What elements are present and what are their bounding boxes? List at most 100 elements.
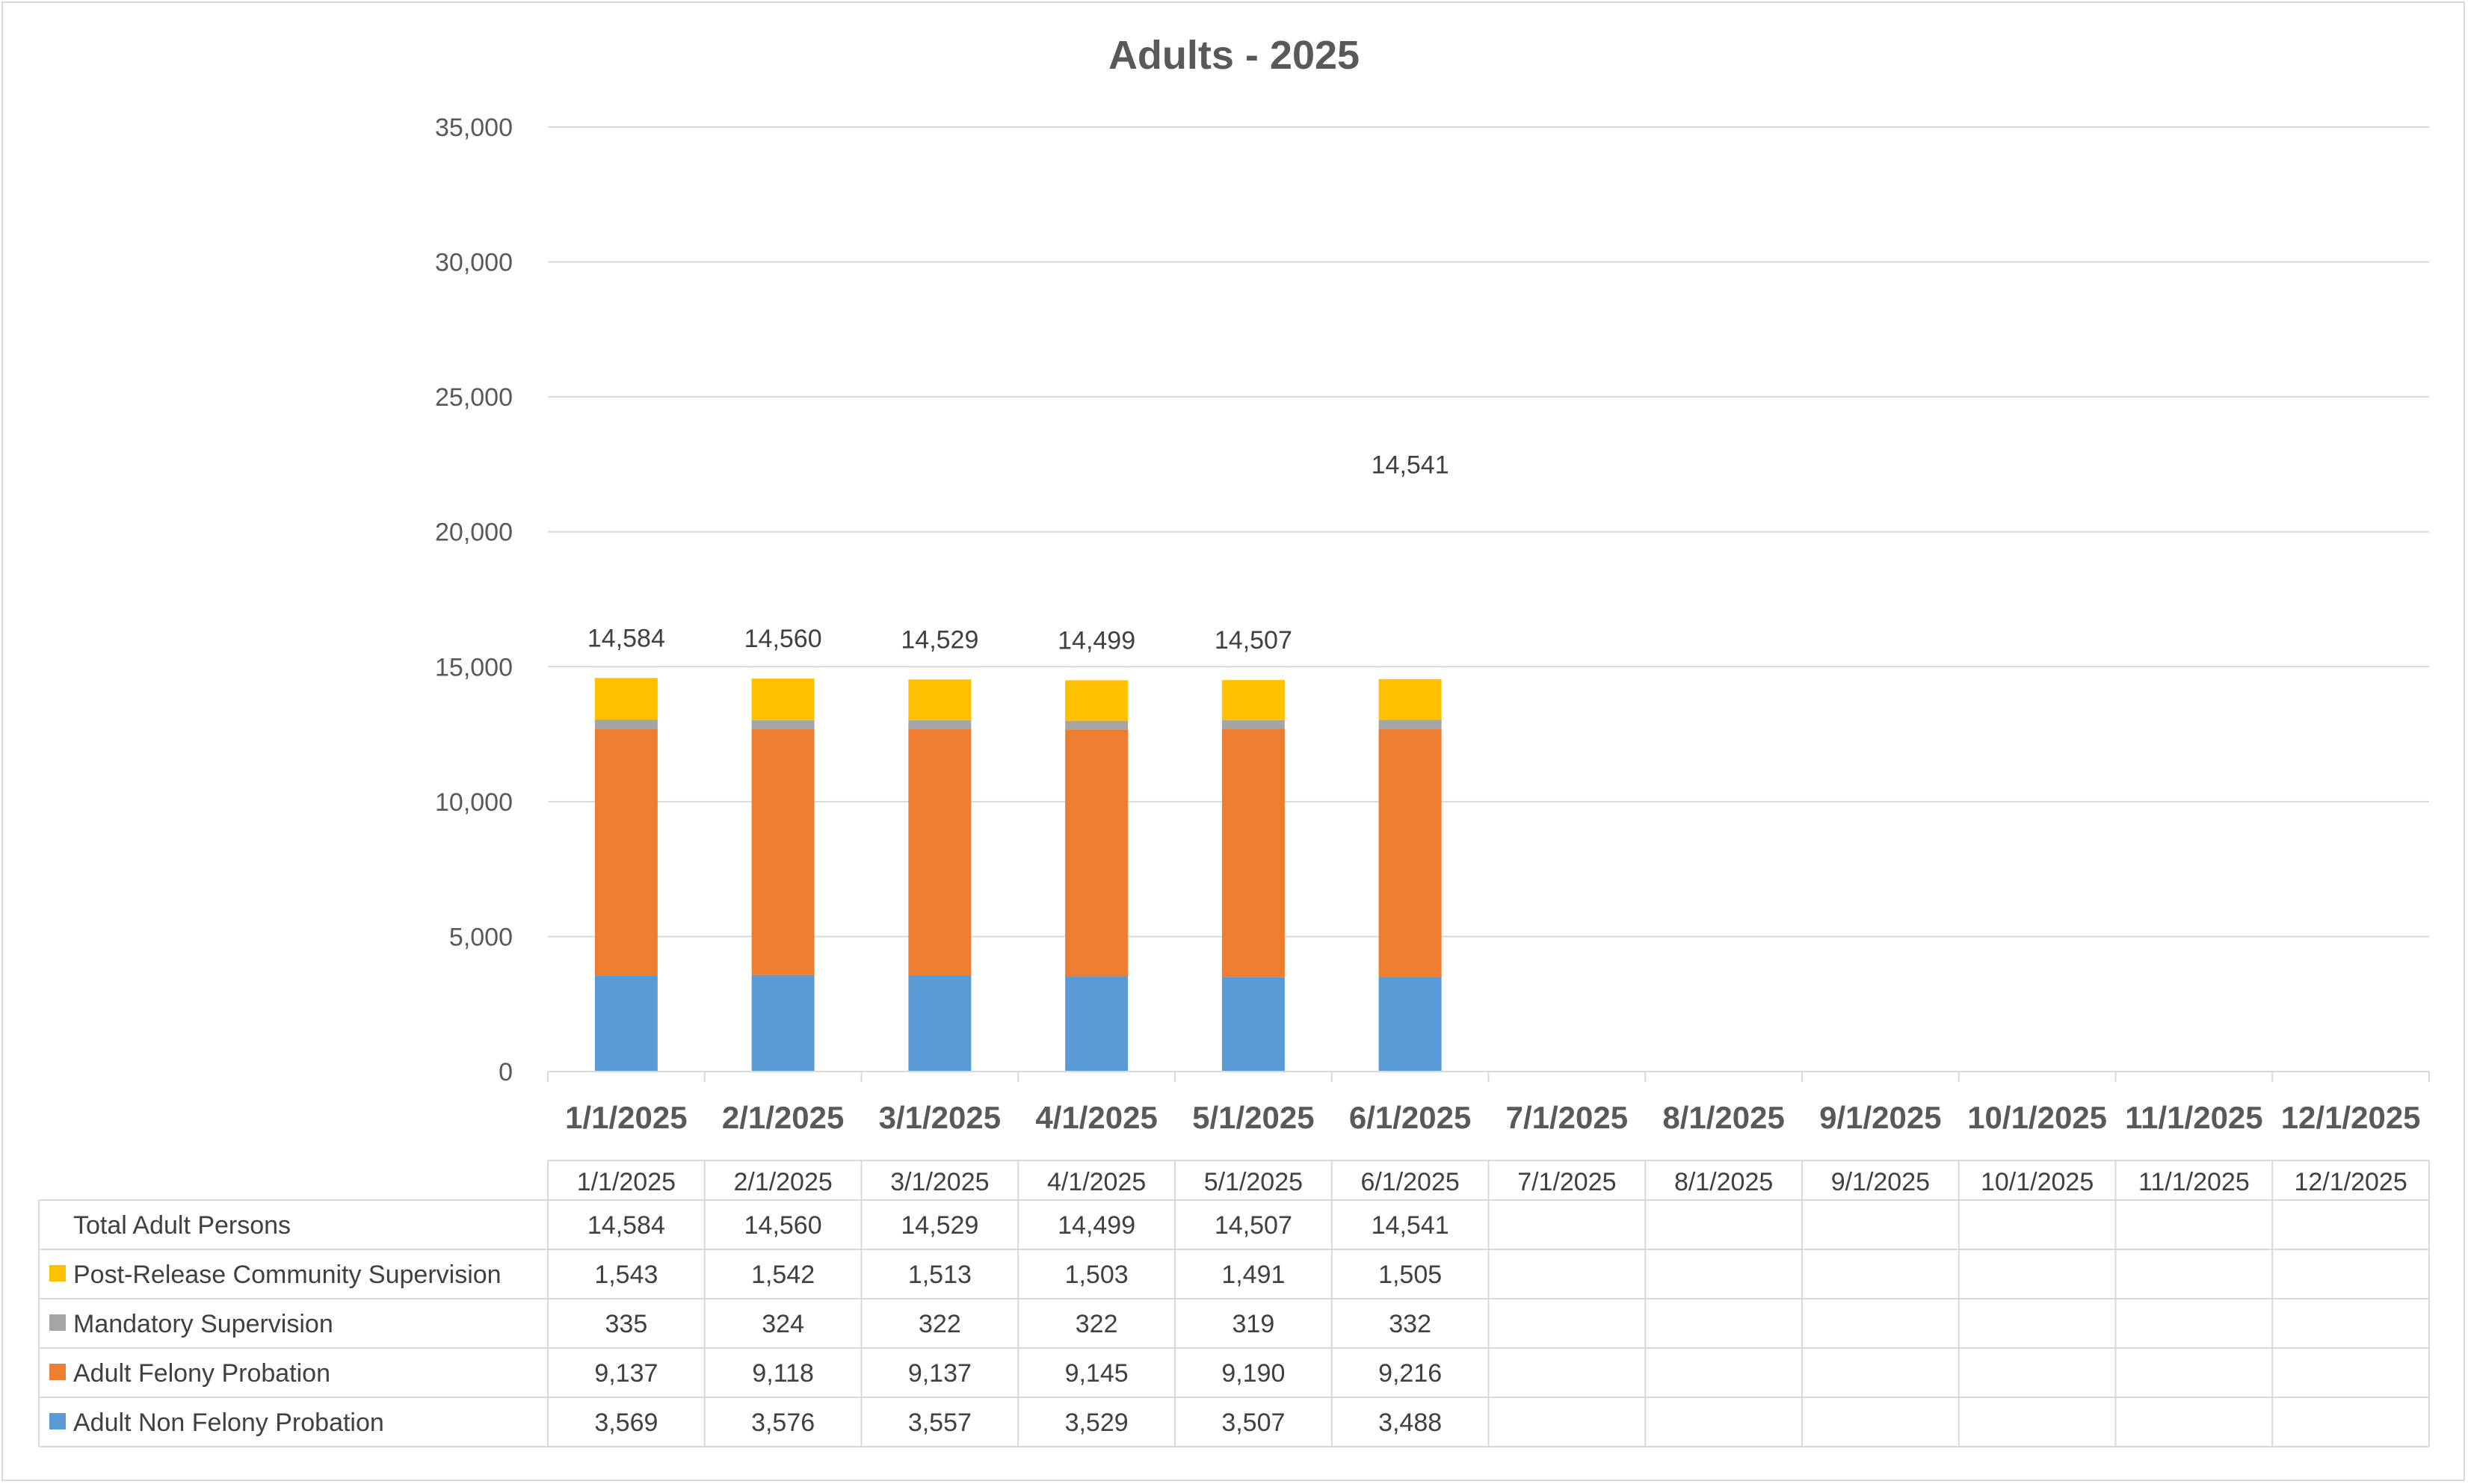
table-cell: 1,491 — [1221, 1261, 1285, 1289]
legend-key — [49, 1413, 66, 1429]
bar-segment — [908, 729, 972, 976]
total-data-label: 14,541 — [1372, 451, 1449, 480]
table-header-cell: 2/1/2025 — [733, 1168, 832, 1196]
y-tick-label: 10,000 — [435, 788, 513, 817]
x-tick-label: 10/1/2025 — [1967, 1100, 2107, 1135]
table-header-cell: 4/1/2025 — [1047, 1168, 1146, 1196]
table-cell: 1,505 — [1378, 1261, 1442, 1289]
x-tick-label: 5/1/2025 — [1192, 1100, 1315, 1135]
table-cell: 3,569 — [594, 1409, 658, 1437]
table-cell: 335 — [605, 1310, 648, 1338]
table-cell: 14,541 — [1372, 1211, 1449, 1240]
bar-segment — [594, 720, 658, 729]
table-cell: 9,118 — [752, 1359, 814, 1388]
table-header-cell: 3/1/2025 — [890, 1168, 989, 1196]
bar-segment — [594, 975, 658, 1072]
y-tick-label: 5,000 — [449, 923, 513, 951]
legend-key — [49, 1314, 66, 1331]
table-cell: 332 — [1389, 1310, 1431, 1338]
table-header-cell: 9/1/2025 — [1831, 1168, 1930, 1196]
bar-segment — [1065, 680, 1129, 721]
x-tick-label: 7/1/2025 — [1506, 1100, 1629, 1135]
y-tick-label: 25,000 — [435, 383, 513, 412]
y-tick-label: 20,000 — [435, 519, 513, 547]
gridlines — [548, 126, 2429, 1072]
table-header-cell: 5/1/2025 — [1204, 1168, 1303, 1196]
table-cell: 322 — [919, 1310, 961, 1338]
y-tick-label: 15,000 — [435, 653, 513, 681]
table-header-cell: 6/1/2025 — [1360, 1168, 1459, 1196]
bar-segment — [751, 678, 815, 720]
table-row-label: Total Adult Persons — [73, 1211, 291, 1240]
table-cell: 9,137 — [908, 1359, 972, 1388]
table-cell: 1,503 — [1065, 1261, 1129, 1289]
bar-segment — [1221, 729, 1285, 977]
table-cell: 3,507 — [1221, 1409, 1285, 1437]
table-header-cell: 8/1/2025 — [1674, 1168, 1773, 1196]
total-data-label: 14,507 — [1215, 626, 1292, 655]
y-axis: 0 5,000 10,000 15,000 20,000 25,000 30,000 35,0… — [435, 114, 513, 1086]
table-header-cell: 11/1/2025 — [2138, 1168, 2250, 1196]
legend-key — [49, 1265, 66, 1282]
bars — [594, 678, 1442, 1072]
total-data-label: 14,560 — [744, 625, 822, 653]
table-header-cell: 12/1/2025 — [2294, 1168, 2407, 1196]
chart-title: Adults - 2025 — [1108, 33, 1360, 78]
table-cell: 14,507 — [1215, 1211, 1292, 1240]
x-tick-label: 6/1/2025 — [1349, 1100, 1472, 1135]
y-tick-label: 30,000 — [435, 249, 513, 277]
y-tick-label: 0 — [499, 1058, 513, 1086]
x-tick-label: 11/1/2025 — [2125, 1100, 2263, 1135]
x-tick-label: 1/1/2025 — [565, 1100, 688, 1135]
table-cell: 319 — [1233, 1310, 1275, 1338]
x-tick-label: 9/1/2025 — [1819, 1100, 1942, 1135]
table-row-label: Adult Felony Probation — [73, 1359, 330, 1388]
bar-segment — [751, 729, 815, 975]
bar-segment — [1378, 678, 1442, 720]
x-tick-label: 4/1/2025 — [1035, 1100, 1158, 1135]
table-header-cell: 7/1/2025 — [1517, 1168, 1616, 1196]
x-tick-label: 12/1/2025 — [2281, 1100, 2421, 1135]
bar-segment — [594, 678, 658, 720]
table-cell: 3,557 — [908, 1409, 972, 1437]
bar-segment — [751, 720, 815, 729]
table-cell: 9,190 — [1221, 1359, 1285, 1388]
total-data-label: 14,529 — [901, 625, 978, 654]
bar-segment — [908, 975, 972, 1072]
bar-segment — [1065, 720, 1129, 730]
table-cell: 3,576 — [751, 1409, 815, 1437]
table-cell: 14,499 — [1058, 1211, 1135, 1240]
legend-key — [49, 1364, 66, 1380]
bar-segment — [1378, 977, 1442, 1072]
bar-segment — [908, 679, 972, 720]
table-cell: 14,560 — [744, 1211, 822, 1240]
table-cell: 324 — [762, 1310, 804, 1338]
x-axis: 1/1/2025 2/1/2025 3/1/2025 4/1/2025 5/1/2025… — [547, 1071, 2430, 1135]
data-labels: 14,584 14,560 14,529 14,499 14,507 14,541 — [587, 451, 1449, 655]
bar-segment — [751, 974, 815, 1072]
bar-segment — [1221, 977, 1285, 1072]
table-cell: 3,488 — [1378, 1409, 1442, 1437]
table-cell: 1,543 — [594, 1261, 658, 1289]
table-row-label: Mandatory Supervision — [73, 1310, 333, 1338]
table-header-cell: 10/1/2025 — [1981, 1168, 2094, 1196]
table-cell: 1,513 — [908, 1261, 972, 1289]
bar-segment — [1065, 729, 1129, 977]
bar-segment — [594, 729, 658, 976]
table-cell: 1,542 — [751, 1261, 815, 1289]
bar-segment — [1378, 720, 1442, 729]
x-tick-label: 2/1/2025 — [722, 1100, 845, 1135]
data-table: 1/1/2025 2/1/2025 3/1/2025 4/1/2025 5/1/2025… — [38, 1160, 2430, 1447]
table-cell: 3,529 — [1065, 1409, 1129, 1437]
table-row-label: Post-Release Community Supervision — [73, 1261, 502, 1289]
table-cell: 322 — [1076, 1310, 1118, 1338]
bar-segment — [1065, 976, 1129, 1072]
bar-segment — [1378, 729, 1442, 978]
x-tick-label: 8/1/2025 — [1662, 1100, 1785, 1135]
table-cell: 9,216 — [1378, 1359, 1442, 1388]
bar-segment — [1221, 680, 1285, 720]
table-row-label: Adult Non Felony Probation — [73, 1409, 384, 1437]
table-cell: 9,145 — [1065, 1359, 1129, 1388]
